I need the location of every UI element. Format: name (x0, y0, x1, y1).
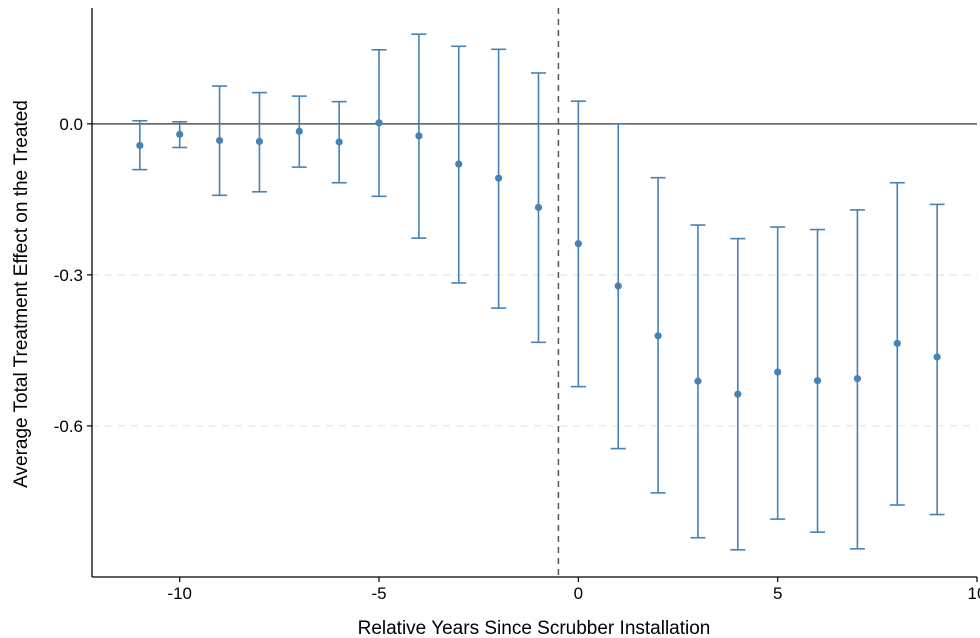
point-estimate (853, 375, 862, 383)
x-tick-label: 10 (968, 584, 980, 603)
point-estimate (176, 130, 184, 138)
point-estimate (215, 136, 224, 145)
gridlines (92, 274, 977, 427)
x-tick-label: 0 (574, 584, 583, 603)
point-estimate (734, 390, 742, 398)
point-estimate (335, 138, 343, 146)
point-estimate (694, 377, 702, 385)
x-axis-title: Relative Years Since Scrubber Installati… (358, 618, 711, 638)
point-estimate (813, 377, 822, 385)
point-estimate (495, 174, 503, 182)
x-tick-label: -10 (167, 584, 192, 603)
reference-lines (92, 8, 977, 577)
point-estimate (375, 119, 383, 127)
point-estimate (295, 127, 303, 135)
point-estimate (774, 368, 782, 376)
point-estimate (415, 132, 423, 140)
x-tick-label: 5 (773, 584, 782, 603)
point-estimate (933, 353, 941, 361)
point-estimate (455, 160, 463, 168)
y-axis-title: Average Total Treatment Effect on the Tr… (11, 100, 32, 488)
y-tick-label: -0.3 (54, 266, 83, 285)
point-estimate (534, 203, 543, 212)
y-tick-label: 0.0 (59, 115, 83, 134)
point-estimate (654, 332, 662, 340)
point-estimate (136, 141, 144, 150)
y-tick-label: -0.6 (54, 417, 83, 436)
data-series (132, 33, 945, 551)
point-estimate (574, 240, 582, 248)
axes: -10 -5 0 5 10 0.0 -0.3 -0.6 (54, 8, 980, 603)
x-tick-label: -5 (371, 584, 386, 603)
point-estimate (893, 339, 901, 347)
point-estimate (255, 137, 264, 146)
point-estimate (614, 282, 622, 290)
